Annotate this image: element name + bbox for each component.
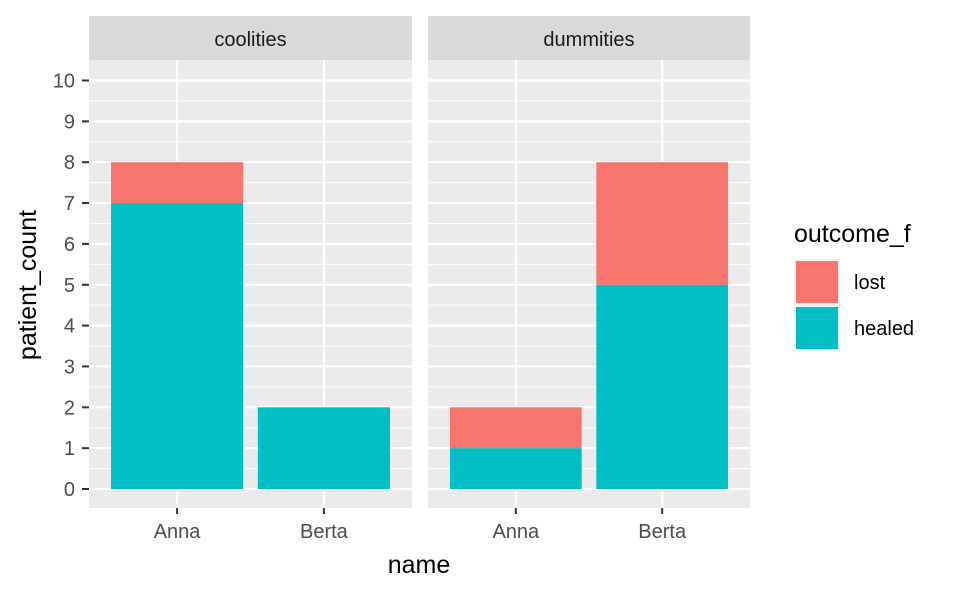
legend-swatch-healed bbox=[796, 307, 838, 349]
x-tick-label: Berta bbox=[300, 521, 349, 543]
x-tick-label: Anna bbox=[154, 521, 202, 543]
y-tick-label: 10 bbox=[53, 71, 75, 93]
legend-swatch-lost bbox=[796, 261, 838, 303]
facet-panels: coolities Anna Berta dummities Anna Berta bbox=[89, 16, 750, 543]
y-tick-label: 2 bbox=[64, 397, 75, 419]
facet-strip bbox=[428, 16, 750, 60]
legend-label-healed: healed bbox=[854, 318, 914, 340]
bar-lost-dummities-Anna bbox=[449, 407, 582, 449]
y-tick-label: 8 bbox=[64, 152, 75, 174]
bar-healed-dummities-Anna bbox=[449, 448, 582, 489]
y-axis-title: patient_count bbox=[14, 210, 42, 360]
facet-panel-dummities: dummities Anna Berta bbox=[428, 16, 750, 543]
bar-healed-coolities-Berta bbox=[257, 407, 390, 489]
legend: outcome_f lost healed bbox=[794, 220, 914, 351]
y-tick-label: 7 bbox=[64, 193, 75, 215]
facet-strip-label: coolities bbox=[214, 29, 286, 51]
x-axis-title: name bbox=[388, 551, 451, 579]
x-tick-label: Anna bbox=[492, 521, 540, 543]
facet-strip-label: dummities bbox=[543, 29, 634, 51]
bar-healed-coolities-Anna bbox=[111, 203, 244, 490]
y-tick-label: 4 bbox=[64, 316, 75, 338]
y-tick-label: 6 bbox=[64, 234, 75, 256]
bar-lost-coolities-Anna bbox=[111, 162, 244, 204]
legend-title: outcome_f bbox=[794, 220, 911, 248]
legend-label-lost: lost bbox=[854, 272, 886, 294]
facet-panel-coolities: coolities Anna Berta bbox=[89, 16, 412, 543]
bar-lost-dummities-Berta bbox=[596, 162, 729, 285]
y-tick-label: 0 bbox=[64, 479, 75, 501]
y-tick-label: 3 bbox=[64, 356, 75, 378]
bar-healed-dummities-Berta bbox=[596, 284, 729, 489]
facet-strip bbox=[89, 16, 412, 60]
y-tick-label: 1 bbox=[64, 438, 75, 460]
y-tick-label: 5 bbox=[64, 275, 75, 297]
x-tick-label: Berta bbox=[638, 521, 687, 543]
y-axis: 0 1 2 3 4 5 6 7 8 9 10 bbox=[53, 71, 89, 501]
y-tick-label: 9 bbox=[64, 111, 75, 133]
